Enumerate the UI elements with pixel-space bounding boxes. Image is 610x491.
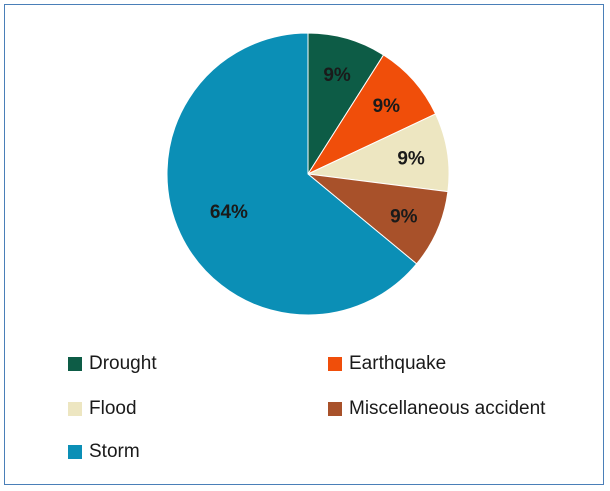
legend-label-flood: Flood [89, 398, 137, 419]
data-label-drought: 9% [323, 65, 351, 86]
pie-slices [166, 32, 450, 316]
legend-item-storm: Storm [68, 440, 140, 464]
legend-item-earthquake: Earthquake [328, 352, 446, 376]
pie-slice-miscellaneous-accident [306, 173, 449, 265]
legend-item-flood: Flood [68, 397, 137, 421]
pie-slice-drought [307, 32, 385, 176]
legend-label-storm: Storm [89, 441, 140, 462]
legend-item-drought: Drought [68, 352, 157, 376]
legend-item-miscellaneous-accident: Miscellaneous accident [328, 397, 545, 421]
data-label-earthquake: 9% [373, 96, 401, 117]
data-label-storm: 64% [210, 202, 248, 223]
legend-swatch-miscellaneous-accident [328, 402, 342, 416]
data-label-miscellaneous-accident: 9% [390, 206, 418, 227]
legend-swatch-flood [68, 402, 82, 416]
legend-label-miscellaneous-accident: Miscellaneous accident [349, 398, 546, 419]
pie-slice-storm [166, 32, 418, 316]
legend-label-drought: Drought [89, 353, 157, 374]
legend-swatch-drought [68, 357, 82, 371]
legend-swatch-earthquake [328, 357, 342, 371]
legend-label-earthquake: Earthquake [349, 353, 447, 374]
pie-slice-earthquake [306, 54, 437, 176]
legend-swatch-storm [68, 445, 82, 459]
pie-data-labels: 9% 9% 9% 9% 64% [210, 65, 425, 228]
data-label-flood: 9% [397, 149, 425, 170]
pie-slice-flood [306, 113, 450, 193]
